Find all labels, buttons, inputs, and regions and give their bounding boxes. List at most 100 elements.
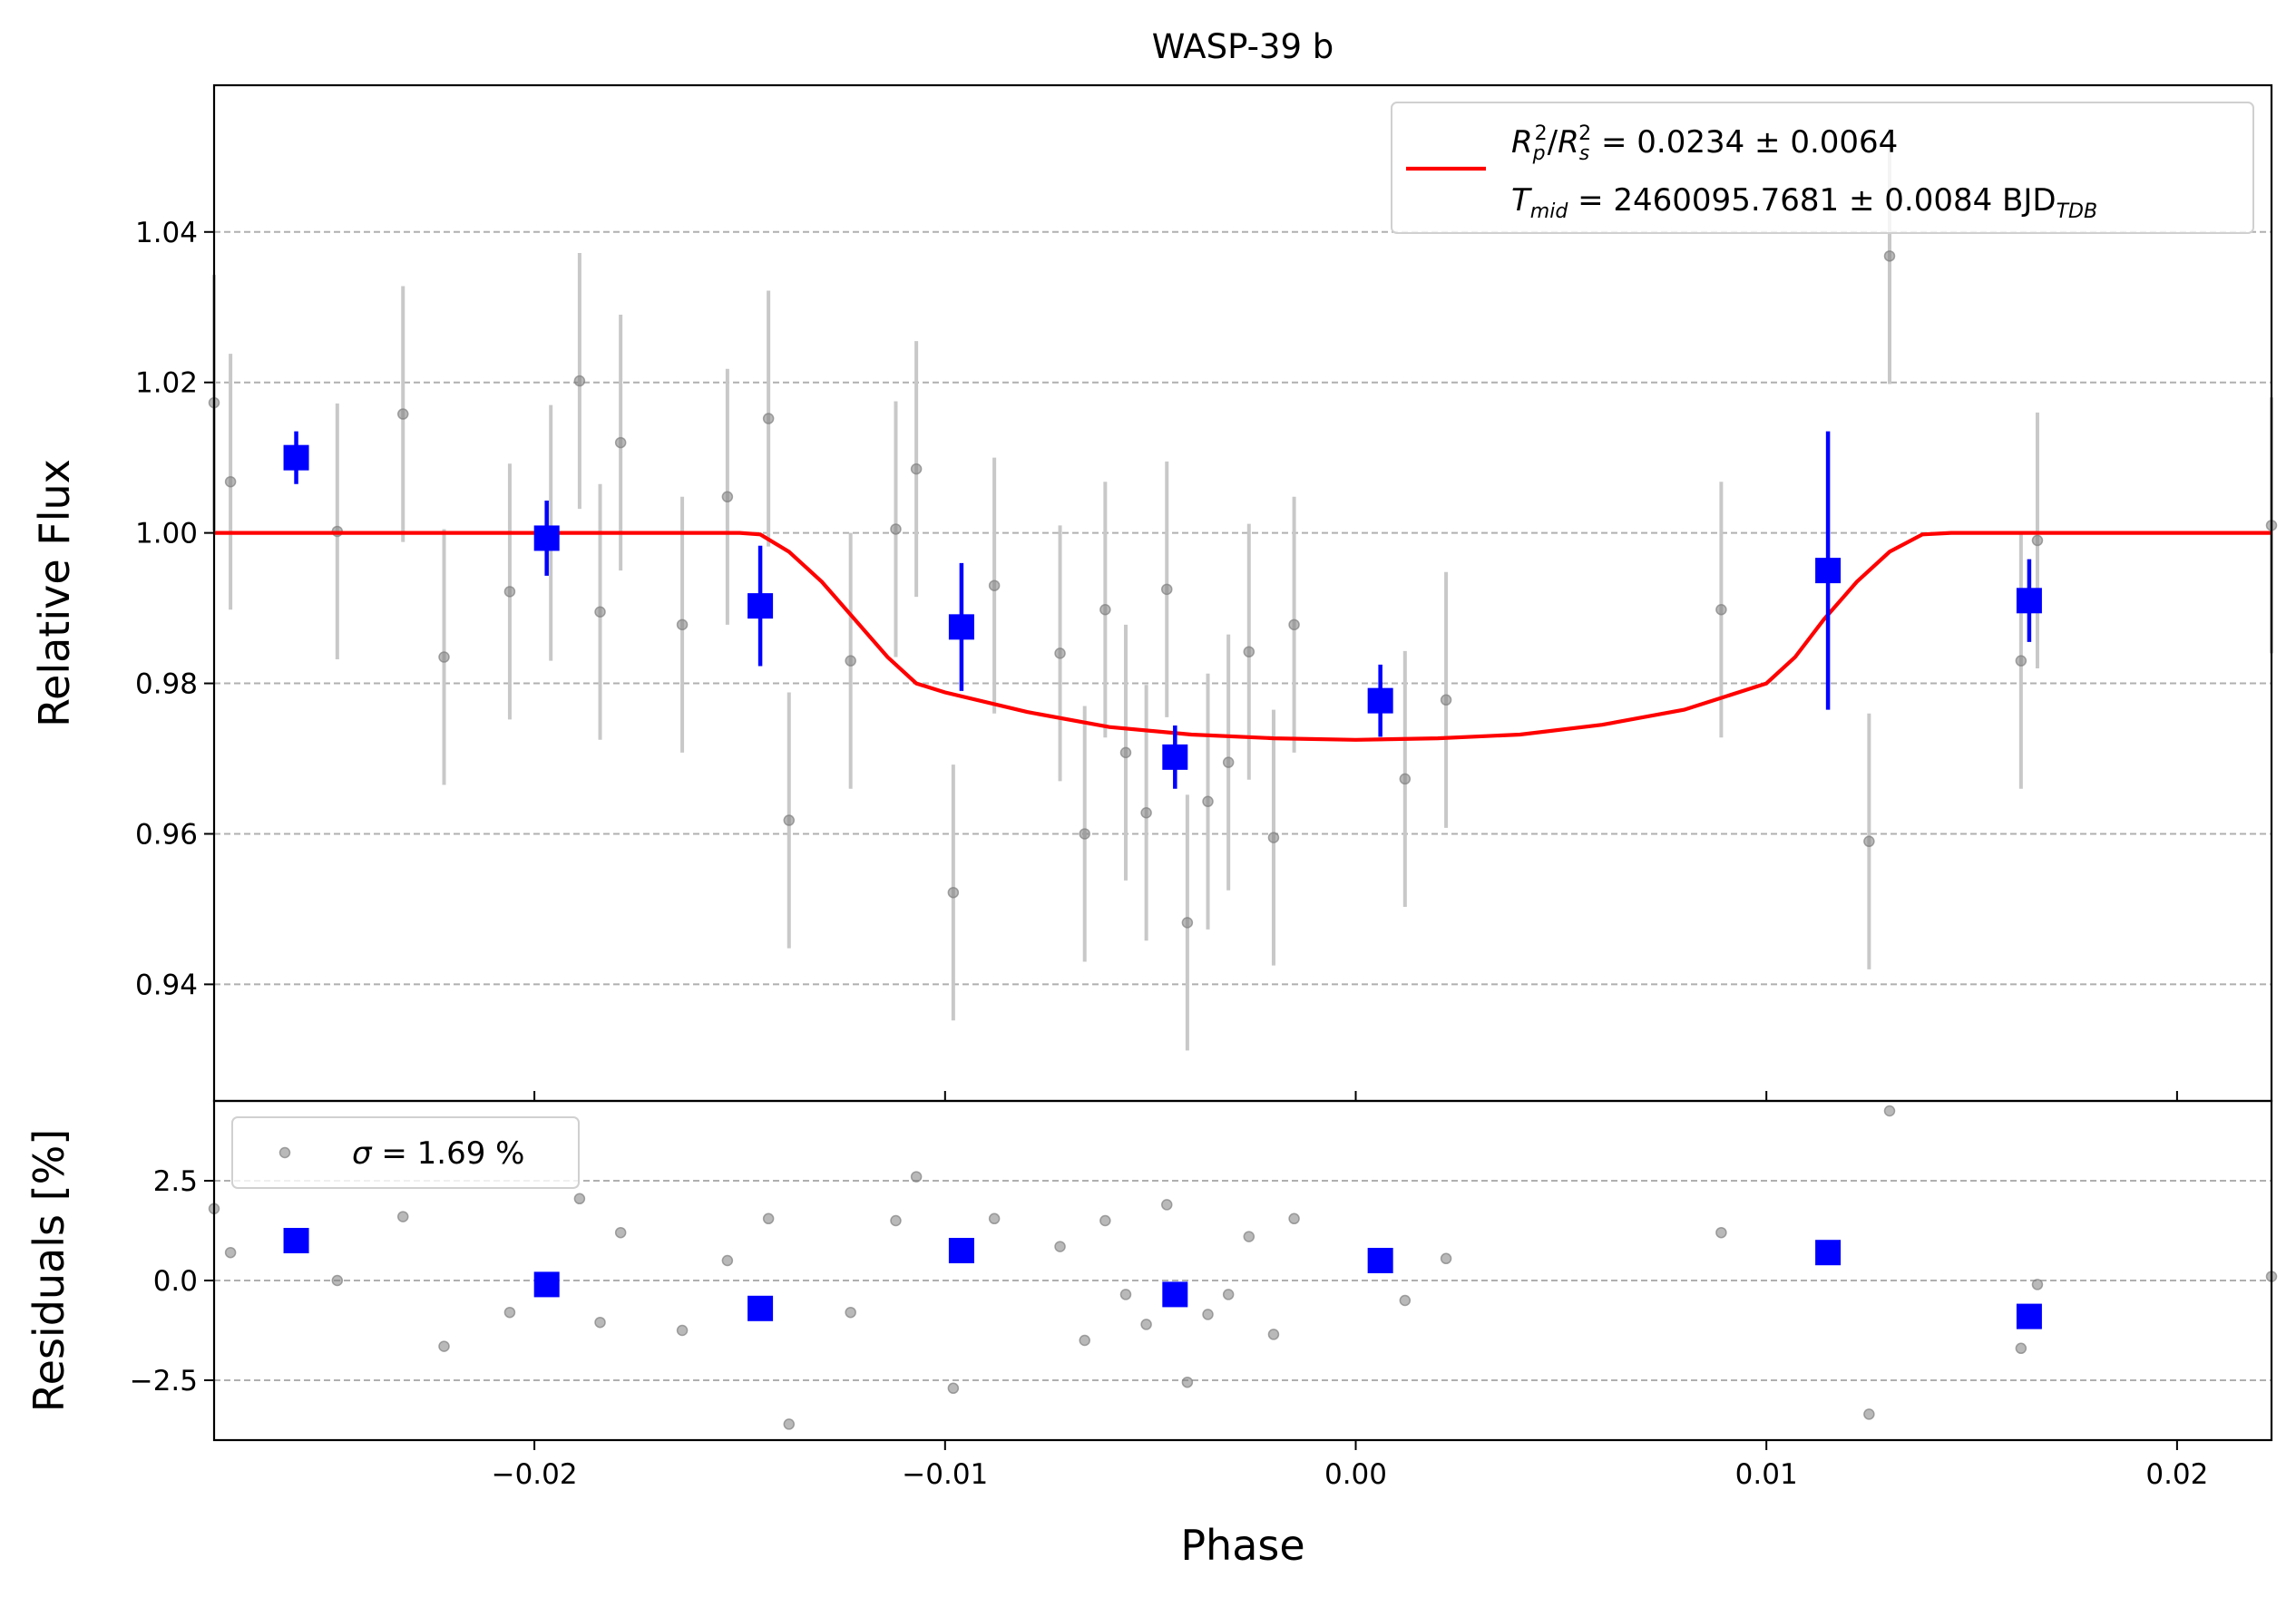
flux-raw-point bbox=[1267, 832, 1280, 843]
residuals-binned-points bbox=[283, 1228, 2042, 1329]
residuals-raw-point bbox=[947, 1382, 960, 1395]
x-axis-label: Phase bbox=[1180, 1521, 1304, 1570]
flux-raw-point bbox=[1099, 604, 1111, 616]
flux-raw-point bbox=[1715, 604, 1727, 616]
flux-raw-point bbox=[1079, 828, 1090, 840]
flux-raw-point bbox=[1181, 917, 1194, 929]
flux-legend-box bbox=[1391, 102, 2254, 234]
x-tick-label: −0.01 bbox=[902, 1458, 988, 1491]
flux-y-tick-label: 1.04 bbox=[135, 217, 198, 249]
flux-binned-point bbox=[948, 614, 974, 640]
residuals-binned-point bbox=[948, 1238, 974, 1263]
residuals-binned-point bbox=[283, 1228, 309, 1253]
residuals-raw-point bbox=[1140, 1319, 1152, 1330]
flux-y-axis-label: Relative Flux bbox=[30, 459, 79, 727]
residuals-raw-point bbox=[783, 1418, 796, 1430]
residuals-raw-point bbox=[1399, 1294, 1412, 1307]
residuals-raw-point bbox=[2015, 1342, 2027, 1355]
flux-raw-point bbox=[396, 408, 409, 420]
residuals-raw-point bbox=[1181, 1376, 1194, 1388]
flux-binned-point bbox=[1162, 744, 1188, 770]
flux-raw-point bbox=[947, 886, 960, 899]
residuals-binned-point bbox=[1367, 1248, 1393, 1273]
residuals-raw-point bbox=[1883, 1105, 1896, 1117]
flux-raw-point bbox=[2015, 655, 2027, 667]
flux-raw-point bbox=[676, 618, 689, 631]
flux-legend-depth-label: Rp2/Rs2 = 0.0234 ± 0.0064 bbox=[1511, 122, 1898, 165]
flux-panel: 0.94 0.96 0.98 1.00 1.02 1.04 Relative Flux R… bbox=[30, 83, 2278, 1103]
residuals-raw-point bbox=[721, 1254, 734, 1267]
residuals-y-tick-label: 0.0 bbox=[153, 1265, 198, 1298]
flux-raw-point bbox=[1399, 773, 1412, 785]
flux-binned-point bbox=[747, 593, 774, 619]
flux-raw-point bbox=[2031, 534, 2044, 547]
flux-raw-point bbox=[614, 436, 627, 449]
residuals-y-tick-label: −2.5 bbox=[130, 1365, 198, 1397]
flux-raw-point bbox=[1161, 583, 1173, 596]
residuals-y-ticks: −2.5 0.0 2.5 bbox=[130, 1165, 214, 1397]
residuals-axes-frame bbox=[212, 1099, 2273, 1442]
residuals-raw-point bbox=[503, 1306, 516, 1319]
residuals-raw-point bbox=[1267, 1329, 1280, 1340]
flux-binned-points bbox=[283, 431, 2042, 789]
flux-raw-point bbox=[1140, 807, 1152, 819]
flux-raw-point bbox=[762, 413, 775, 424]
residuals-y-axis-label: Residuals [%] bbox=[24, 1129, 73, 1412]
flux-raw-point bbox=[910, 463, 923, 475]
residuals-raw-point bbox=[438, 1340, 450, 1352]
residuals-raw-point bbox=[331, 1274, 344, 1287]
residuals-raw-point bbox=[1079, 1334, 1090, 1347]
x-tick-label: 0.01 bbox=[1735, 1458, 1798, 1491]
residuals-raw-point bbox=[845, 1306, 856, 1319]
residuals-raw-point bbox=[1054, 1241, 1066, 1252]
residuals-legend-swatch bbox=[278, 1146, 291, 1159]
flux-binned-point bbox=[1367, 687, 1393, 714]
flux-raw-point bbox=[438, 651, 450, 663]
residuals-raw-point bbox=[676, 1324, 689, 1337]
flux-raw-point bbox=[1222, 756, 1235, 768]
residuals-raw-point bbox=[1863, 1408, 1875, 1420]
residuals-panel: −2.5 0.0 2.5 Residuals [%] σ = 1.69 % bbox=[24, 1099, 2278, 1442]
flux-raw-point bbox=[845, 655, 856, 667]
flux-legend-tmid-label: Tmid = 2460095.7681 ± 0.0084 BJDTDB bbox=[1511, 182, 2097, 223]
x-tick-label: −0.02 bbox=[492, 1458, 578, 1491]
residuals-legend-sigma-label: σ = 1.69 % bbox=[352, 1135, 524, 1172]
residuals-y-tick-label: 2.5 bbox=[153, 1165, 198, 1198]
flux-binned-point bbox=[1815, 558, 1842, 584]
residuals-raw-point bbox=[1099, 1214, 1111, 1227]
residuals-raw-point bbox=[1440, 1252, 1452, 1265]
flux-binned-point bbox=[283, 444, 309, 471]
residuals-legend-box bbox=[231, 1116, 580, 1189]
chart-title: WASP-39 b bbox=[1152, 27, 1334, 66]
flux-raw-point bbox=[783, 814, 796, 826]
flux-raw-point bbox=[224, 475, 237, 488]
transit-model-line bbox=[214, 531, 2272, 742]
residuals-raw-point bbox=[890, 1214, 902, 1227]
x-axis-ticks: −0.02 −0.01 0.00 0.01 0.02 bbox=[492, 1091, 2208, 1491]
residuals-raw-point bbox=[1288, 1212, 1300, 1225]
flux-y-ticks: 0.94 0.96 0.98 1.00 1.02 1.04 bbox=[135, 217, 214, 1001]
residuals-raw-point bbox=[910, 1171, 923, 1183]
flux-binned-point bbox=[533, 525, 560, 551]
flux-y-tick-label: 1.02 bbox=[135, 367, 198, 400]
residuals-raw-point bbox=[396, 1211, 409, 1222]
flux-raw-point bbox=[1440, 694, 1452, 706]
flux-raw-point bbox=[594, 606, 606, 618]
flux-raw-point bbox=[988, 579, 1001, 591]
flux-raw-point bbox=[1863, 835, 1875, 848]
flux-raw-point bbox=[890, 523, 902, 535]
residuals-raw-point bbox=[1119, 1289, 1132, 1300]
residuals-raw-point bbox=[1202, 1309, 1214, 1320]
residuals-raw-point bbox=[762, 1212, 775, 1225]
flux-raw-point bbox=[721, 491, 734, 503]
residuals-raw-point bbox=[1715, 1226, 1727, 1239]
flux-raw-point bbox=[1883, 250, 1896, 262]
flux-raw-point bbox=[1288, 618, 1300, 631]
residuals-raw-point bbox=[594, 1316, 606, 1329]
residuals-raw-point bbox=[614, 1226, 627, 1239]
flux-y-tick-label: 0.98 bbox=[135, 668, 198, 701]
residuals-raw-point bbox=[1243, 1231, 1255, 1242]
flux-raw-point bbox=[1202, 795, 1214, 808]
residuals-raw-point bbox=[224, 1246, 237, 1259]
